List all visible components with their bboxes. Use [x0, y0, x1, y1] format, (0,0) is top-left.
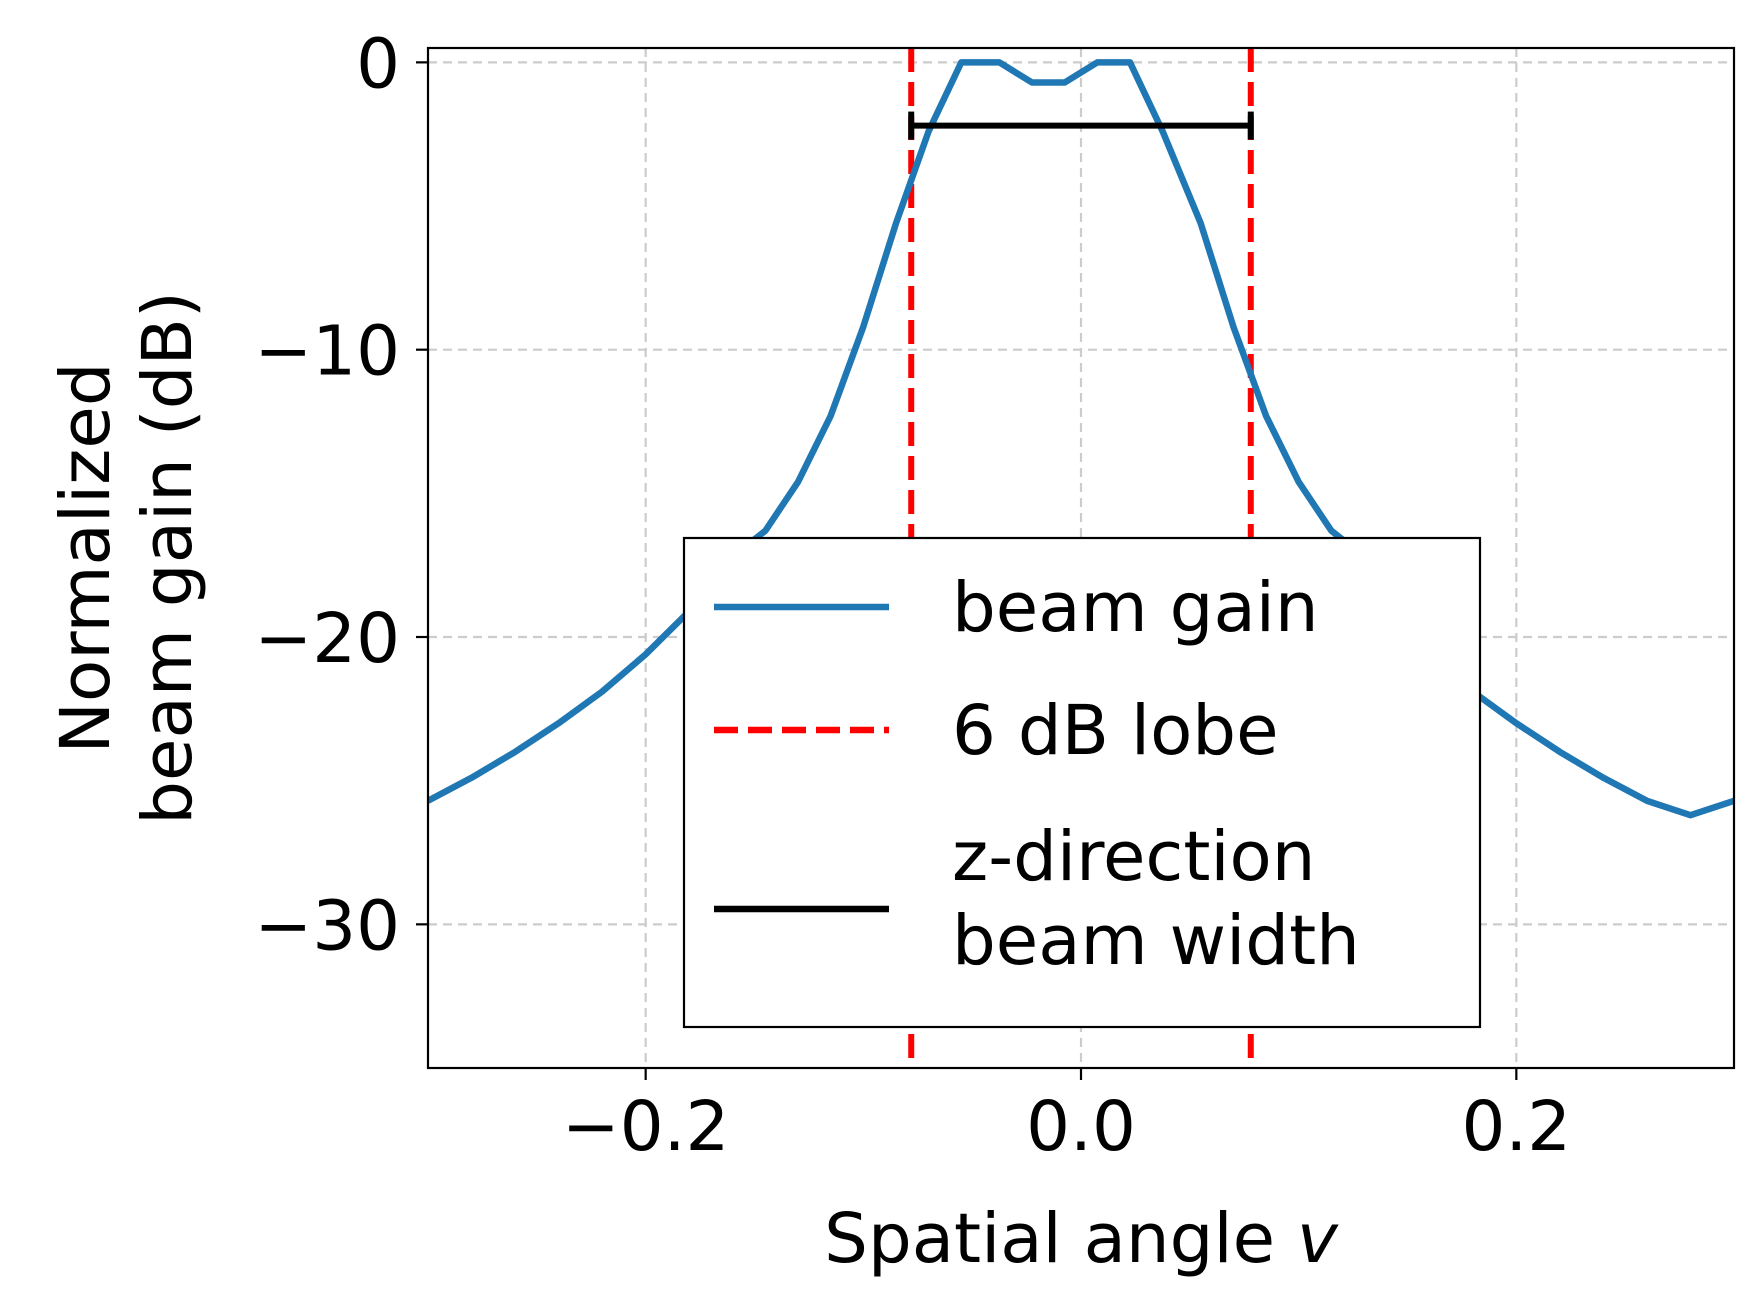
y-axis-title-line-1: Normalized [46, 362, 126, 753]
y-tick-label-1: −10 [254, 312, 400, 392]
axis-ticks: −0.2 0.0 0.2 0 −10 −20 −30 [254, 24, 1571, 1167]
y-tick-label-0: 0 [356, 24, 400, 104]
legend: beam gain 6 dB lobe z-direction beam wid… [682, 536, 1482, 1029]
x-axis-variable: v [1297, 1199, 1339, 1279]
x-tick-label-0: −0.2 [562, 1087, 730, 1167]
y-axis-title-line-2: beam gain (dB) [128, 291, 208, 825]
legend-label-beam-width-line-1: z-direction [952, 817, 1316, 897]
y-tick-label-3: −30 [254, 886, 400, 966]
y-axis-title: Normalized beam gain (dB) [46, 291, 208, 825]
x-axis-title: Spatial angle v [824, 1199, 1339, 1279]
legend-label-6db-lobe: 6 dB lobe [952, 691, 1279, 771]
legend-label-beam-width-line-2: beam width [952, 901, 1360, 981]
x-tick-label-1: 0.0 [1026, 1087, 1136, 1167]
y-tick-label-2: −20 [254, 599, 400, 679]
legend-label-beam-gain: beam gain [952, 568, 1319, 648]
x-tick-label-2: 0.2 [1461, 1087, 1571, 1167]
legend-box [682, 536, 1482, 1029]
